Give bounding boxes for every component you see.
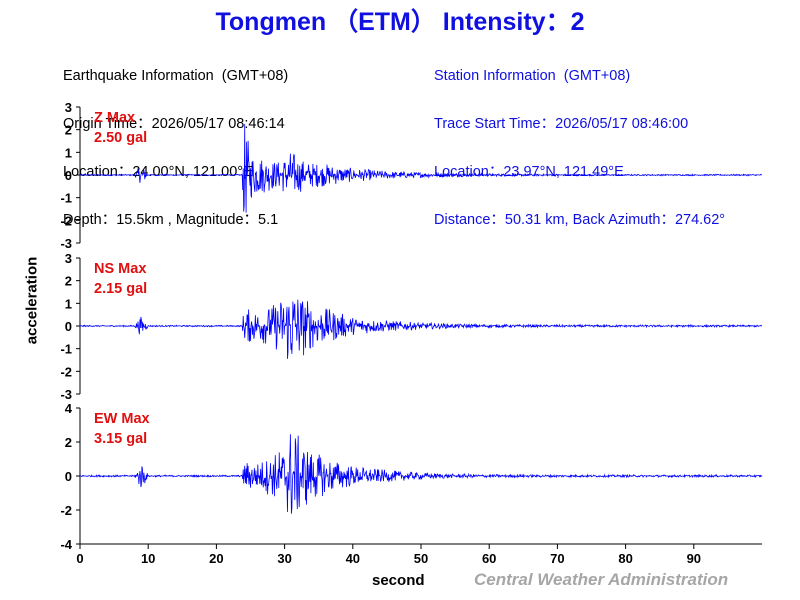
max-label-ew: EW Max (94, 411, 150, 427)
max-label-ns: NS Max (94, 261, 146, 277)
y-tick-label: -1 (60, 191, 72, 206)
y-tick-label: -2 (60, 503, 72, 518)
waveform-ew (79, 434, 763, 514)
x-tick-label: 10 (141, 551, 155, 566)
y-tick-label: 3 (65, 100, 72, 115)
x-tick-label: 90 (687, 551, 701, 566)
y-tick-label: 2 (65, 274, 72, 289)
waveform-ns (79, 299, 763, 359)
y-tick-label: 4 (65, 401, 73, 416)
earthquake-info-heading: Earthquake Information (GMT+08) (63, 68, 289, 84)
y-tick-label: 2 (65, 123, 72, 138)
y-tick-label: 1 (65, 145, 72, 160)
trace-start-time: Trace Start Time：2026/05/17 08:46:00 (434, 116, 689, 132)
station-info: Station Information (GMT+08) Trace Start… (434, 36, 725, 244)
waveform-z (79, 123, 762, 213)
y-tick-label: -4 (60, 537, 72, 552)
max-label-z: Z Max (94, 110, 135, 126)
x-axis-label: second (372, 572, 425, 589)
y-tick-label: 0 (65, 319, 72, 334)
y-tick-label: -3 (60, 387, 72, 402)
y-tick-label: -3 (60, 236, 72, 251)
y-tick-label: 2 (65, 435, 72, 450)
y-tick-label: 1 (65, 296, 72, 311)
origin-time: Origin Time：2026/05/17 08:46:14 (63, 116, 285, 132)
x-tick-label: 0 (76, 551, 83, 566)
agency-credit: Central Weather Administration (474, 570, 729, 589)
max-value-z: 2.50 gal (94, 130, 147, 146)
y-tick-label: -2 (60, 213, 72, 228)
chart-title: Tongmen （ETM） Intensity：2 (215, 8, 585, 36)
x-tick-label: 80 (618, 551, 632, 566)
station-info-heading: Station Information (GMT+08) (434, 68, 631, 84)
y-tick-label: 0 (65, 469, 72, 484)
y-tick-label: -2 (60, 364, 72, 379)
y-tick-label: 3 (65, 251, 72, 266)
x-tick-label: 20 (209, 551, 223, 566)
x-tick-label: 40 (346, 551, 360, 566)
y-tick-label: 0 (65, 168, 72, 183)
station-location: Location：23.97°N, 121.49°E (434, 164, 624, 180)
max-value-ns: 2.15 gal (94, 281, 147, 297)
x-tick-label: 50 (414, 551, 428, 566)
max-value-ew: 3.15 gal (94, 431, 147, 447)
earthquake-info: Earthquake Information (GMT+08) Origin T… (63, 36, 288, 244)
epicenter-location: Location：24.00°N, 121.00°E (63, 164, 253, 180)
x-tick-label: 70 (550, 551, 564, 566)
y-tick-label: -1 (60, 342, 72, 357)
x-tick-label: 30 (277, 551, 291, 566)
depth-magnitude: Depth：15.5km , Magnitude：5.1 (63, 212, 279, 228)
distance-azimuth: Distance：50.31 km, Back Azimuth：274.62° (434, 212, 726, 228)
x-tick-label: 60 (482, 551, 496, 566)
